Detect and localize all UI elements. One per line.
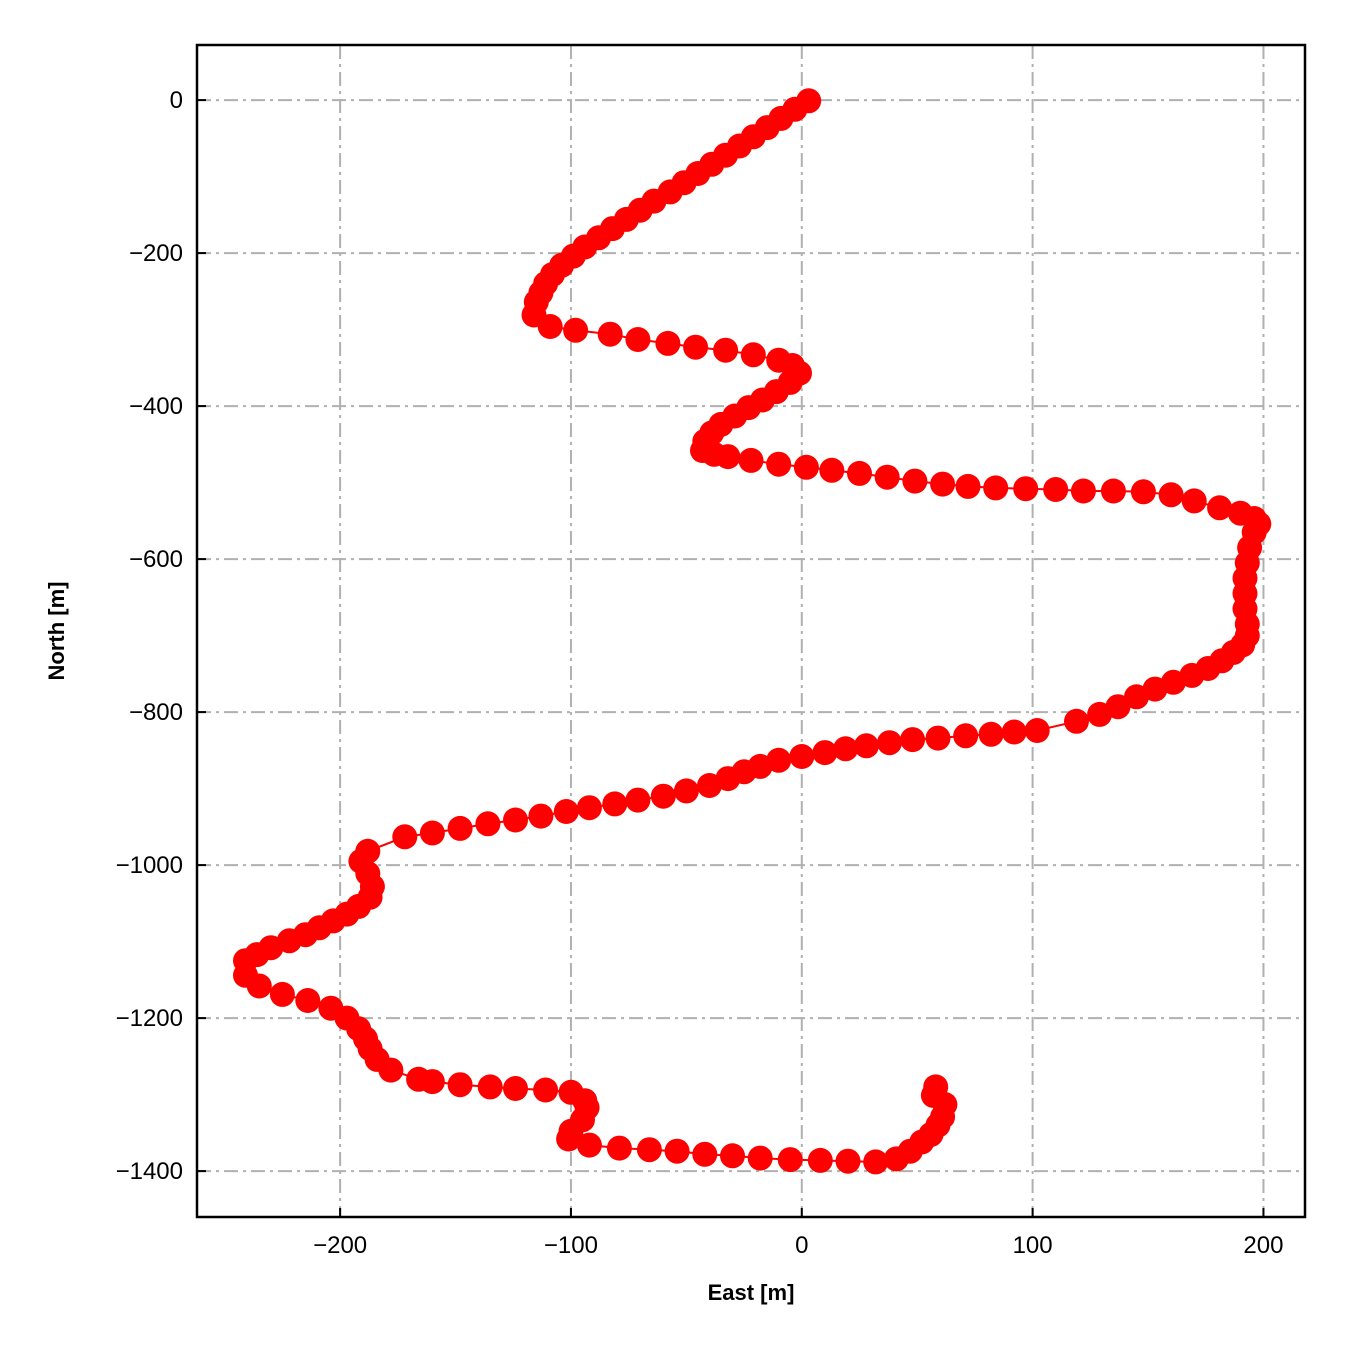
trajectory-point: [392, 824, 418, 850]
x-tick-label: −100: [544, 1232, 598, 1259]
trajectory-point: [475, 811, 501, 837]
trajectory-point: [295, 988, 321, 1013]
trajectory-point: [553, 799, 579, 824]
x-axis-label: East [m]: [708, 1280, 795, 1305]
x-tick-label: 0: [795, 1232, 808, 1259]
trajectory-point: [556, 1126, 582, 1152]
x-tick-label: 100: [1013, 1232, 1053, 1259]
y-axis-label: North [m]: [44, 582, 69, 681]
trajectory-point: [1181, 488, 1207, 514]
trajectory-point: [766, 451, 792, 477]
x-tick-label: −200: [313, 1232, 367, 1259]
y-tick-label: −1200: [116, 1005, 183, 1032]
trajectory-point: [533, 1077, 559, 1103]
trajectory-point: [419, 1069, 445, 1095]
trajectory-point: [697, 773, 722, 798]
trajectory-point: [576, 795, 602, 821]
y-tick-label: −800: [129, 699, 183, 726]
trajectory-point: [953, 723, 979, 749]
trajectory-point: [1024, 718, 1050, 743]
trajectory-point: [902, 468, 928, 494]
trajectory-point: [835, 1148, 861, 1174]
y-tick-label: −1400: [116, 1158, 183, 1185]
trajectory-point: [1001, 719, 1027, 745]
trajectory-point: [1158, 482, 1184, 508]
trajectory-point: [447, 1072, 473, 1098]
trajectory-point: [655, 330, 681, 356]
axis-ticks: −200 −100 0 100 2000−200−400−600−800−1000−12…: [116, 87, 1284, 1259]
trajectory-point: [1124, 684, 1149, 710]
trajectory-point: [1013, 476, 1039, 502]
trajectory-point: [853, 733, 879, 759]
trajectory-point: [833, 736, 859, 762]
trajectory-point: [1087, 701, 1113, 727]
plot-frame: [195, 43, 1307, 1219]
trajectory-point: [793, 454, 819, 480]
trajectory-point: [378, 1057, 404, 1083]
trajectory-point: [503, 1076, 528, 1101]
trajectory-point: [1130, 479, 1156, 505]
trajectory-point: [715, 444, 741, 470]
trajectory-point: [664, 1138, 690, 1164]
x-tick-label: 200: [1243, 1232, 1283, 1259]
trajectory-point: [683, 334, 709, 360]
trajectory-point: [900, 727, 926, 753]
trajectory-point: [738, 447, 764, 473]
trajectory-point: [930, 471, 956, 497]
trajectory-point: [1207, 495, 1233, 521]
trajectory-point: [625, 787, 651, 813]
trajectory-point: [246, 973, 272, 999]
trajectory-point: [650, 783, 676, 809]
trajectory-point: [819, 457, 845, 483]
trajectory-point: [692, 1141, 718, 1167]
trajectory-point: [978, 721, 1004, 747]
y-tick-label: −200: [129, 240, 183, 267]
y-tick-label: −600: [129, 546, 183, 573]
trajectory-point: [537, 314, 563, 339]
trajectory-point: [955, 473, 981, 499]
trajectory-point: [673, 778, 699, 804]
trajectory-point: [576, 1132, 602, 1158]
trajectory-point: [925, 725, 951, 751]
trajectory-point: [789, 744, 815, 769]
trajectory-point: [528, 803, 554, 829]
trajectory-point: [1100, 478, 1126, 504]
trajectory-point: [847, 460, 872, 486]
grid: [197, 45, 1305, 1217]
trajectory-point: [923, 1074, 949, 1100]
trajectory-point: [983, 475, 1009, 501]
trajectory-point: [477, 1074, 503, 1100]
y-tick-label: −400: [129, 393, 183, 420]
trajectory-point: [747, 1145, 773, 1171]
trajectory-point: [625, 327, 651, 352]
trajectory-point: [597, 321, 623, 347]
trajectory-point: [602, 791, 628, 817]
trajectory-point: [269, 981, 295, 1007]
trajectory-point: [419, 820, 445, 846]
trajectory-point: [877, 730, 902, 756]
trajectory-line: [244, 99, 1261, 1163]
trajectory-point: [740, 342, 766, 368]
trajectory-point: [777, 1147, 803, 1173]
trajectory-point: [863, 1149, 889, 1175]
y-tick-label: −1000: [116, 852, 183, 879]
trajectory-point: [447, 815, 473, 841]
trajectory-point: [1070, 478, 1096, 504]
trajectory-point: [807, 1147, 833, 1173]
trajectory-point: [874, 464, 900, 490]
trajectory-point: [713, 337, 739, 363]
trajectory-point: [636, 1137, 662, 1163]
y-tick-label: 0: [170, 87, 183, 114]
trajectory-point: [563, 317, 589, 343]
trajectory-point: [1043, 477, 1069, 502]
series-layer: [233, 88, 1272, 1175]
trajectory-point: [812, 740, 838, 766]
trajectory-point: [720, 1143, 745, 1169]
trajectory-point: [1064, 708, 1089, 734]
trajectory-point: [606, 1135, 632, 1161]
trajectory-point: [503, 807, 528, 833]
